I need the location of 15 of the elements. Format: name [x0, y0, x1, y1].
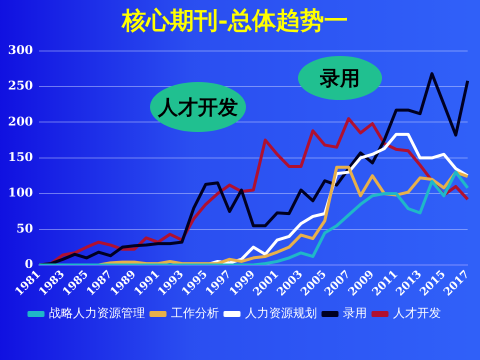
y-tick-label: 0: [24, 257, 34, 272]
legend-label: 人才开发: [393, 306, 441, 320]
legend-label: 录用: [343, 306, 367, 320]
legend-label: 人力资源规划: [245, 306, 317, 320]
speech-bubble: 人才开发: [150, 82, 246, 132]
legend-label: 工作分析: [171, 306, 219, 320]
y-tick-label: 150: [8, 150, 34, 164]
y-tick-label: 250: [8, 78, 34, 93]
speech-bubble: 录用: [298, 56, 382, 100]
y-tick-label: 300: [8, 42, 34, 57]
y-tick-label: 200: [8, 114, 34, 128]
y-tick-label: 50: [16, 221, 34, 236]
legend-label: 战略人力资源管理: [49, 306, 145, 320]
chart-title: 核心期刊-总体趋势一: [121, 6, 348, 35]
y-tick-label: 100: [8, 186, 34, 200]
